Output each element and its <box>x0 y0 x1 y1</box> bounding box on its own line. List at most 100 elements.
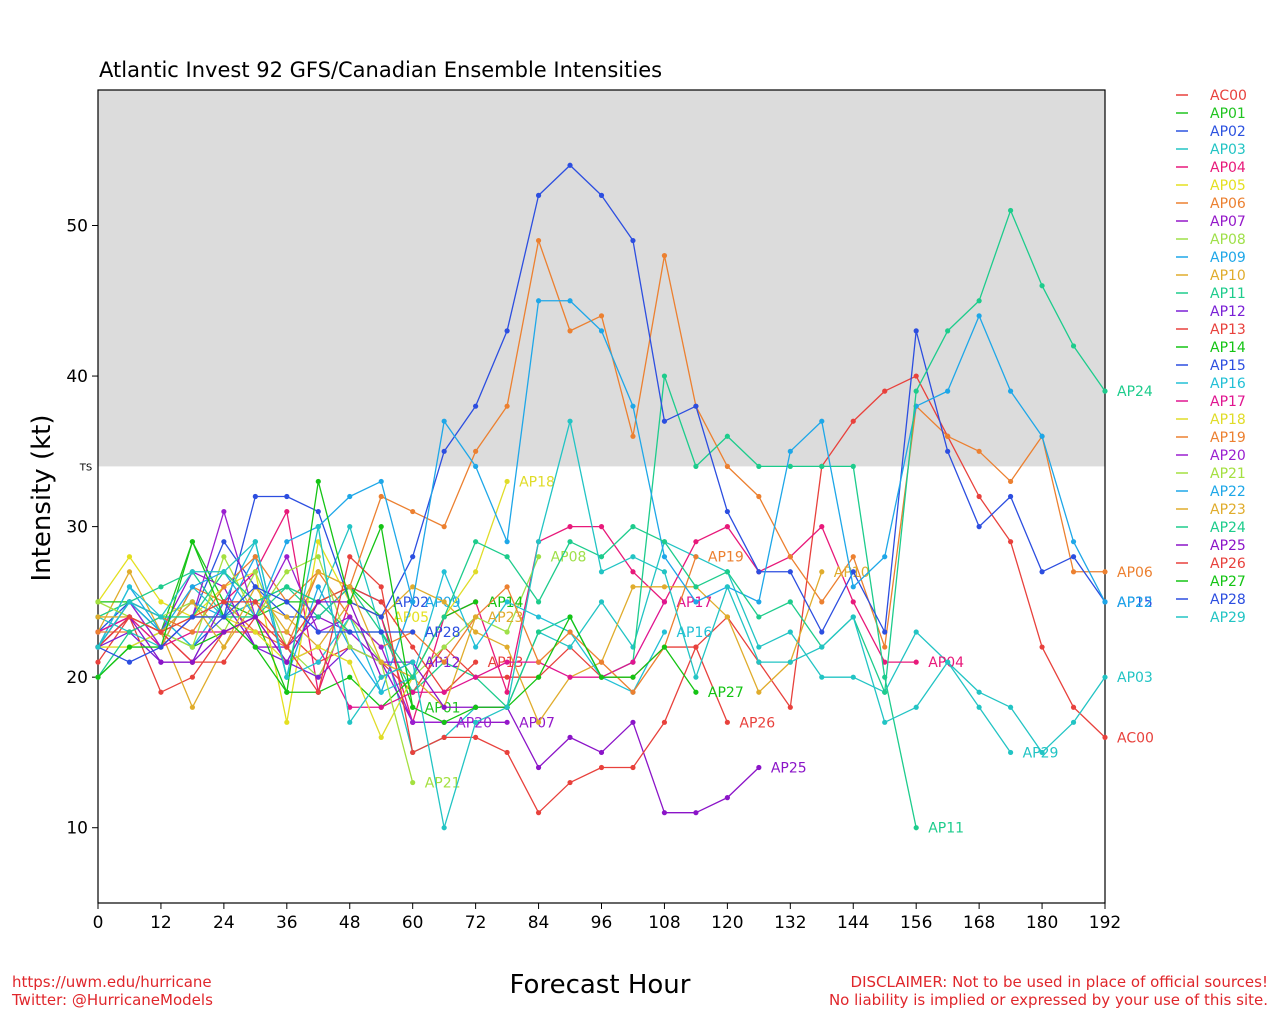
data-point <box>913 825 919 831</box>
data-point <box>882 659 888 665</box>
series-end-label: AP26 <box>739 715 775 731</box>
data-point <box>976 448 982 454</box>
data-point <box>535 192 542 198</box>
data-point <box>913 373 919 379</box>
data-point <box>1007 539 1014 545</box>
data-point <box>473 719 479 725</box>
footer-credits: https://uwm.edu/hurricane Twitter: @Hurr… <box>12 973 213 1009</box>
disclaimer-line-2: No liability is implied or expressed by … <box>828 991 1268 1009</box>
data-point <box>535 810 542 816</box>
data-point <box>189 584 196 590</box>
data-point <box>378 614 384 620</box>
data-point <box>441 659 447 665</box>
data-point <box>1102 734 1108 740</box>
data-point <box>410 554 416 560</box>
data-point <box>724 508 730 515</box>
data-point <box>504 584 510 590</box>
data-point <box>504 689 510 695</box>
data-point <box>1007 493 1014 500</box>
series-end-label: AP22 <box>1117 595 1153 611</box>
data-point <box>724 719 730 725</box>
data-point <box>221 508 227 515</box>
data-point <box>567 614 573 620</box>
data-point <box>913 328 919 334</box>
data-point <box>882 719 888 725</box>
x-tick-label: 36 <box>276 913 298 933</box>
data-point <box>504 719 510 725</box>
data-point <box>693 644 699 650</box>
data-point <box>598 313 605 319</box>
data-point <box>567 629 573 635</box>
data-point <box>221 554 227 560</box>
data-point <box>473 463 479 469</box>
data-point <box>252 584 258 590</box>
data-point <box>284 569 290 575</box>
data-point <box>441 825 447 831</box>
data-point <box>315 674 321 680</box>
data-point <box>913 704 919 710</box>
data-point <box>504 599 510 605</box>
data-point <box>693 463 699 469</box>
legend-label: AP04 <box>1210 160 1246 176</box>
data-point <box>410 749 416 756</box>
data-point <box>473 644 479 650</box>
data-point <box>441 614 447 620</box>
data-point <box>756 614 762 620</box>
data-point <box>661 719 668 725</box>
data-point <box>630 764 636 771</box>
data-point <box>1102 599 1108 605</box>
legend-label: AP03 <box>1210 142 1246 158</box>
data-point <box>567 328 573 334</box>
data-point <box>976 298 982 304</box>
data-point <box>95 629 101 635</box>
legend-label: AP17 <box>1210 394 1246 410</box>
data-point <box>95 614 101 620</box>
data-point <box>284 644 290 650</box>
series-end-label: AP15 <box>1117 595 1153 611</box>
data-point <box>347 629 353 635</box>
data-point <box>284 493 290 500</box>
data-point <box>504 629 510 635</box>
data-point <box>252 554 258 560</box>
series-line <box>97 510 445 723</box>
footer-twitter[interactable]: Twitter: @HurricaneModels <box>12 991 213 1009</box>
legend-label: AP15 <box>1210 358 1246 374</box>
series-end-label: AP24 <box>1117 384 1153 400</box>
x-tick-label: 0 <box>93 913 104 933</box>
footer-url[interactable]: https://uwm.edu/hurricane <box>12 973 212 991</box>
data-point <box>787 554 793 560</box>
data-point <box>567 644 573 650</box>
series-line <box>97 541 382 723</box>
data-point <box>221 644 227 650</box>
series-end-label: AP03 <box>1117 670 1153 686</box>
data-point <box>598 599 605 605</box>
legend-label: AP01 <box>1210 106 1246 122</box>
series-end-label: AP19 <box>708 550 744 566</box>
data-point <box>221 599 227 605</box>
data-point <box>976 493 982 500</box>
data-point <box>126 554 133 560</box>
data-point <box>473 674 479 680</box>
data-point <box>378 524 384 530</box>
y-tick-label: 20 <box>66 668 88 688</box>
legend-label: AP12 <box>1210 304 1246 320</box>
data-point <box>598 569 605 575</box>
series-line <box>97 525 1106 754</box>
legend-label: AP19 <box>1210 430 1246 446</box>
data-point <box>378 584 384 590</box>
y-axis-label: Intensity (kt) <box>27 414 57 582</box>
data-point <box>1070 569 1077 575</box>
series-line <box>98 556 697 693</box>
data-point <box>945 433 951 439</box>
data-point <box>567 539 573 545</box>
data-point <box>630 569 636 575</box>
data-point <box>126 629 133 635</box>
data-point <box>504 674 510 680</box>
legend-label: AP27 <box>1210 574 1246 590</box>
data-point <box>567 418 573 424</box>
data-point <box>630 719 636 725</box>
data-point <box>756 493 762 500</box>
data-point <box>1039 433 1045 439</box>
data-point <box>252 614 258 620</box>
series-end-label: AC00 <box>1117 730 1154 746</box>
